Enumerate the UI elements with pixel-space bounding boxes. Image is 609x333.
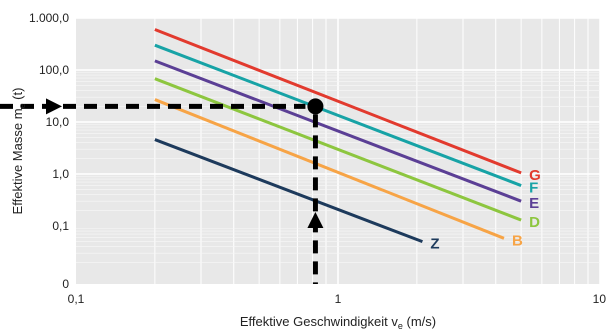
x-tick-label: 10 [593, 292, 607, 306]
series-line-z [154, 138, 423, 244]
y-axis-title: Effektive Masse me (t) [10, 88, 27, 215]
y-tick-label: 0 [62, 277, 69, 291]
y-tick-labels: 1.000,0 100,0 10,0 1,0 0,1 0 [29, 11, 69, 291]
series-label-f: F [529, 180, 538, 197]
annotation-arrow-right [46, 98, 62, 115]
annotation-group [0, 98, 324, 284]
x-axis-title: Effektive Geschwindigkeit ve (m/s) [240, 314, 436, 331]
y-tick-label: 1,0 [52, 167, 69, 181]
series-label-d: D [529, 214, 540, 231]
y-tick-label: 10,0 [46, 115, 70, 129]
series-label-b: B [512, 232, 523, 249]
annotation-arrow-up [307, 212, 324, 228]
series-line-e [154, 59, 522, 203]
x-tick-label: 1 [335, 292, 342, 306]
series-label-g: G [529, 167, 541, 184]
annotation-point [307, 98, 324, 115]
series-line-d [154, 77, 522, 222]
series-line-f [154, 43, 522, 187]
x-tick-label: 0,1 [68, 292, 85, 306]
y-tick-label: 1.000,0 [29, 11, 69, 25]
series-line-b [154, 98, 505, 240]
y-tick-label: 0,1 [52, 219, 69, 233]
x-tick-labels: 0,1 1 10 [68, 292, 607, 306]
series-line-g [154, 28, 522, 175]
y-tick-label: 100,0 [39, 63, 69, 77]
series-group [154, 28, 522, 244]
series-label-z: Z [430, 236, 439, 253]
series-label-e: E [529, 195, 539, 212]
